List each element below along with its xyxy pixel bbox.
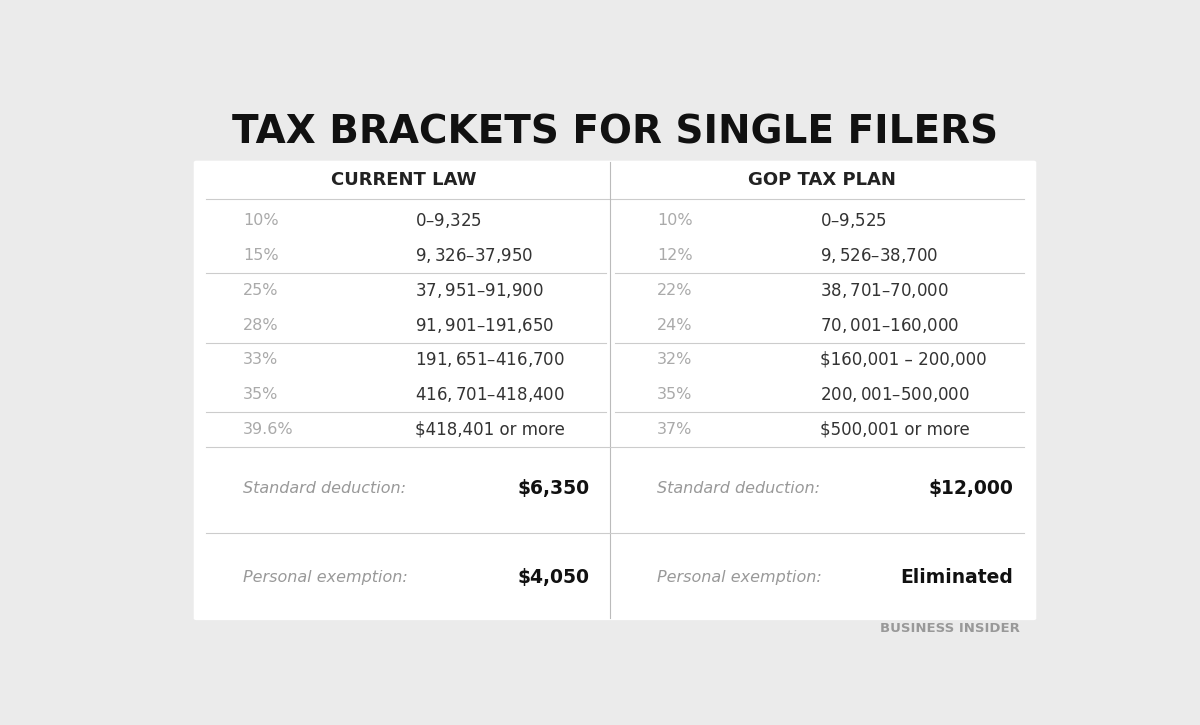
Text: $160,001 – 200,000: $160,001 – 200,000 xyxy=(820,351,986,369)
Text: $416,701 – $418,400: $416,701 – $418,400 xyxy=(415,385,565,405)
Text: 28%: 28% xyxy=(242,318,278,333)
Text: 12%: 12% xyxy=(656,248,692,263)
Text: 24%: 24% xyxy=(656,318,692,333)
Text: GOP TAX PLAN: GOP TAX PLAN xyxy=(748,171,896,189)
Text: 37%: 37% xyxy=(656,422,692,437)
Text: 15%: 15% xyxy=(242,248,278,263)
Text: $12,000: $12,000 xyxy=(928,478,1013,497)
Text: $70,001 – $160,000: $70,001 – $160,000 xyxy=(820,315,959,335)
Text: Personal exemption:: Personal exemption: xyxy=(656,570,822,585)
Text: $6,350: $6,350 xyxy=(517,478,590,497)
Text: $91,901 – $191,650: $91,901 – $191,650 xyxy=(415,315,554,335)
Text: 22%: 22% xyxy=(656,283,692,298)
Text: 25%: 25% xyxy=(242,283,278,298)
Text: 32%: 32% xyxy=(656,352,692,368)
Text: $9,526 – $38,700: $9,526 – $38,700 xyxy=(820,246,937,265)
Text: $9,326 – $37,950: $9,326 – $37,950 xyxy=(415,246,533,265)
Text: 33%: 33% xyxy=(242,352,278,368)
Text: $418,401 or more: $418,401 or more xyxy=(415,420,565,439)
Text: CURRENT LAW: CURRENT LAW xyxy=(331,171,476,189)
Text: Eliminated: Eliminated xyxy=(900,568,1013,587)
Text: 10%: 10% xyxy=(242,213,278,228)
Text: 35%: 35% xyxy=(656,387,692,402)
Text: $37,951 – $91,900: $37,951 – $91,900 xyxy=(415,281,544,299)
Text: 35%: 35% xyxy=(242,387,278,402)
Text: Standard deduction:: Standard deduction: xyxy=(242,481,406,496)
Text: $4,050: $4,050 xyxy=(518,568,590,587)
Text: Personal exemption:: Personal exemption: xyxy=(242,570,408,585)
Text: 10%: 10% xyxy=(656,213,692,228)
Text: $500,001 or more: $500,001 or more xyxy=(820,420,970,439)
Text: BUSINESS INSIDER: BUSINESS INSIDER xyxy=(880,622,1020,635)
Text: $38,701 – $70,000: $38,701 – $70,000 xyxy=(820,281,948,299)
Text: TAX BRACKETS FOR SINGLE FILERS: TAX BRACKETS FOR SINGLE FILERS xyxy=(232,114,998,152)
Text: 39.6%: 39.6% xyxy=(242,422,294,437)
FancyBboxPatch shape xyxy=(193,161,1037,620)
Text: $200,001 – $500,000: $200,001 – $500,000 xyxy=(820,385,970,405)
Text: Standard deduction:: Standard deduction: xyxy=(656,481,820,496)
Text: $0 – $9,325: $0 – $9,325 xyxy=(415,211,482,230)
Text: $0 – $9,525: $0 – $9,525 xyxy=(820,211,887,230)
Text: $191,651 – $416,700: $191,651 – $416,700 xyxy=(415,350,565,370)
